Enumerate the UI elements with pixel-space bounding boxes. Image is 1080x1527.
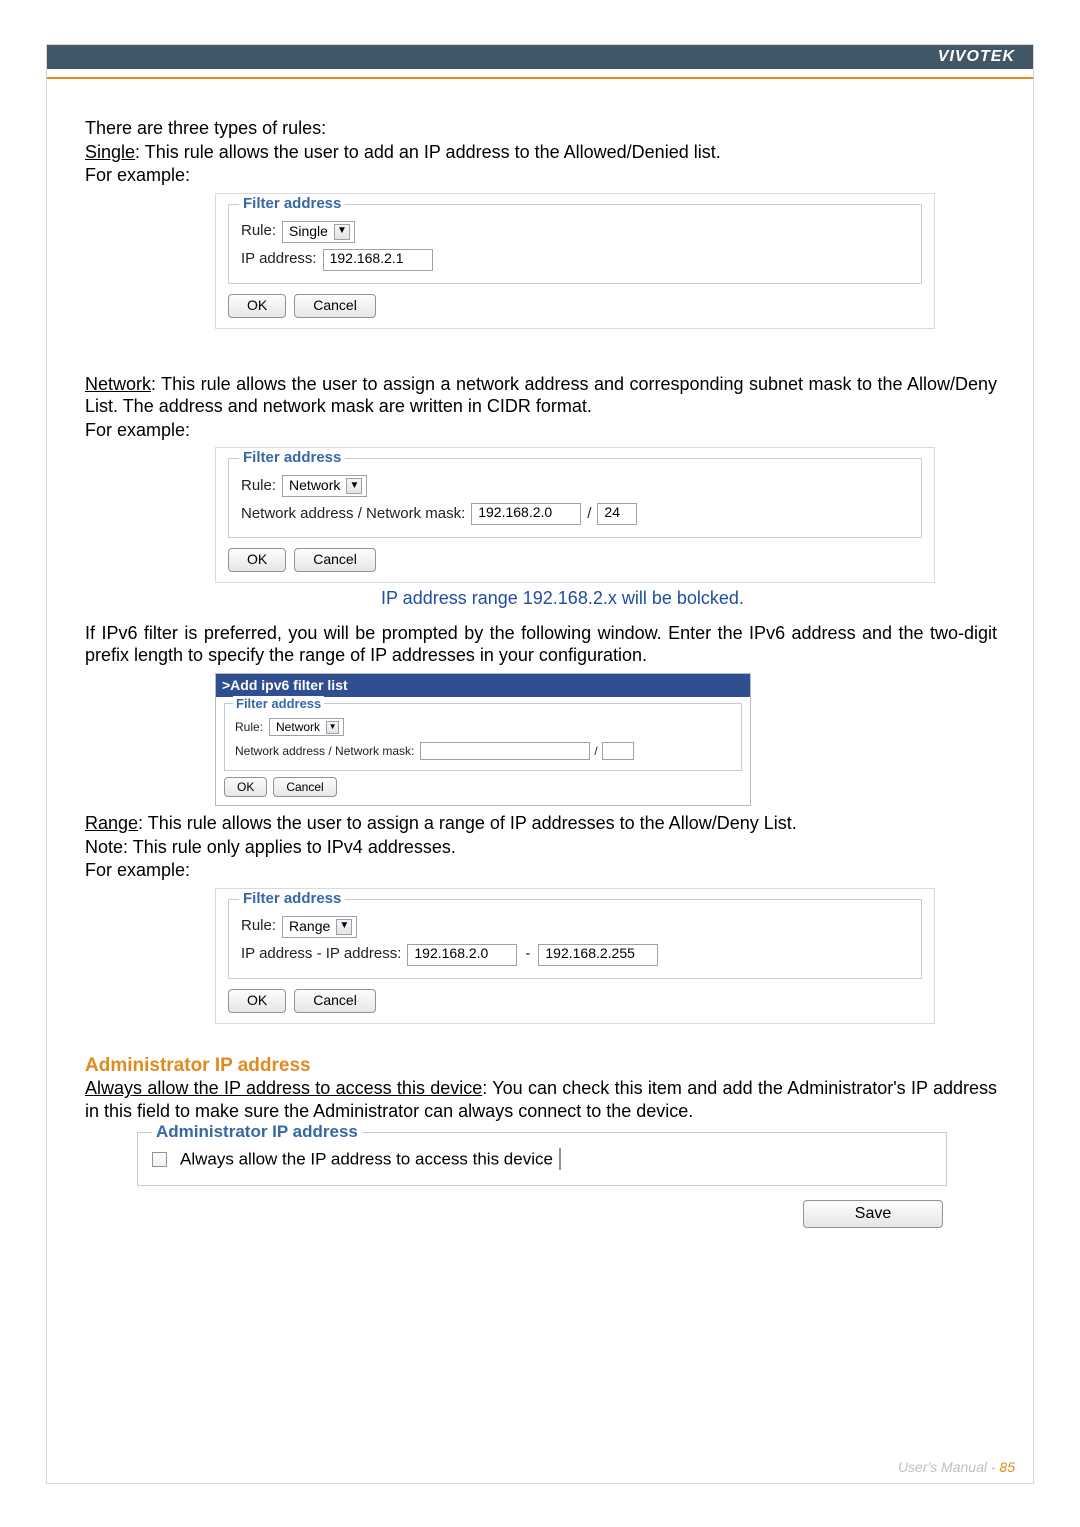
rule-row: Rule: Network ▼	[241, 475, 909, 497]
range-desc: : This rule allows the user to assign a …	[138, 813, 797, 833]
rule-label: Rule:	[241, 222, 276, 241]
intro-single: Single: This rule allows the user to add…	[85, 141, 997, 164]
admin-checkbox-label: Always allow the IP address to access th…	[180, 1150, 553, 1169]
chevron-down-icon: ▼	[334, 224, 350, 240]
ipv6-prefix-input[interactable]	[602, 742, 634, 760]
ipv6-legend: Filter address	[233, 696, 324, 712]
admin-panel: Administrator IP address Always allow th…	[137, 1132, 947, 1186]
network-row: Network address / Network mask: /	[235, 742, 731, 760]
dash-separator: -	[525, 945, 530, 964]
footer: User's Manual - 85	[898, 1459, 1015, 1475]
ok-button[interactable]: OK	[228, 548, 286, 572]
ipv6-address-input[interactable]	[420, 742, 590, 760]
chevron-down-icon: ▼	[336, 919, 352, 935]
save-button[interactable]: Save	[803, 1200, 943, 1228]
document-page: VIVOTEK There are three types of rules: …	[46, 44, 1034, 1484]
network-mask-input[interactable]: 24	[597, 503, 637, 525]
admin-ip-input[interactable]	[559, 1148, 561, 1170]
chevron-down-icon: ▼	[326, 721, 339, 734]
ipv6-body: Filter address Rule: Network ▼ Network a…	[216, 697, 750, 805]
rule-label: Rule:	[241, 917, 276, 936]
admin-desc: Always allow the IP address to access th…	[85, 1077, 997, 1122]
chevron-down-icon: ▼	[346, 478, 362, 494]
footer-text: User's Manual -	[898, 1459, 999, 1475]
ip-range-row: IP address - IP address: 192.168.2.0 - 1…	[241, 944, 909, 966]
filter-group-network: Filter address Rule: Network ▼ Network a…	[228, 458, 922, 538]
ip-to-input[interactable]: 192.168.2.255	[538, 944, 658, 966]
net-label: Network address / Network mask:	[235, 744, 414, 759]
header-bar: VIVOTEK	[47, 45, 1033, 69]
filter-legend: Filter address	[239, 890, 345, 909]
intro-line1: There are three types of rules:	[85, 117, 997, 140]
mask-separator: /	[587, 505, 591, 524]
rule-select[interactable]: Network ▼	[269, 718, 344, 736]
net-label: Network address / Network mask:	[241, 505, 465, 524]
filter-legend: Filter address	[239, 449, 345, 468]
filter-legend: Filter address	[239, 195, 345, 214]
for-example-3: For example:	[85, 859, 997, 882]
rule-label: Rule:	[241, 477, 276, 496]
ok-button[interactable]: OK	[224, 777, 267, 797]
ok-button[interactable]: OK	[228, 989, 286, 1013]
content-area: There are three types of rules: Single: …	[47, 79, 1033, 1228]
network-row: Network address / Network mask: 192.168.…	[241, 503, 909, 525]
admin-group: Administrator IP address Always allow th…	[137, 1132, 947, 1186]
filter-panel-network: Filter address Rule: Network ▼ Network a…	[215, 447, 935, 583]
cancel-button[interactable]: Cancel	[294, 989, 376, 1013]
filter-panel-range: Filter address Rule: Range ▼ IP address …	[215, 888, 935, 1024]
cancel-button[interactable]: Cancel	[294, 548, 376, 572]
ipv6-para: If IPv6 filter is preferred, you will be…	[85, 622, 997, 667]
for-example-1: For example:	[85, 164, 997, 187]
rule-value: Single	[289, 223, 328, 241]
rule-row: Rule: Network ▼	[235, 718, 731, 736]
ipv6-group: Filter address Rule: Network ▼ Network a…	[224, 703, 742, 771]
save-row: Save	[85, 1200, 943, 1228]
admin-label: Always allow the IP address to access th…	[85, 1078, 482, 1098]
ip-input[interactable]: 192.168.2.1	[323, 249, 433, 271]
filter-group-range: Filter address Rule: Range ▼ IP address …	[228, 899, 922, 979]
network-para: Network: This rule allows the user to as…	[85, 373, 997, 418]
range-para: Range: This rule allows the user to assi…	[85, 812, 997, 835]
rule-select[interactable]: Network ▼	[282, 475, 367, 497]
cancel-button[interactable]: Cancel	[273, 777, 336, 797]
admin-checkbox[interactable]	[152, 1152, 167, 1167]
button-row: OK Cancel	[228, 294, 922, 318]
rule-value: Range	[289, 918, 330, 936]
admin-legend: Administrator IP address	[152, 1121, 362, 1142]
network-note: IP address range 192.168.2.x will be bol…	[381, 587, 997, 610]
brand-label: VIVOTEK	[938, 48, 1015, 66]
button-row: OK Cancel	[228, 548, 922, 572]
ip-range-label: IP address - IP address:	[241, 945, 401, 964]
button-row: OK Cancel	[224, 777, 742, 797]
admin-heading: Administrator IP address	[85, 1054, 997, 1078]
rule-value: Network	[289, 477, 340, 495]
ipv6-dialog: >Add ipv6 filter list Filter address Rul…	[215, 673, 751, 807]
ipv6-dialog-title: >Add ipv6 filter list	[216, 674, 750, 698]
network-desc: : This rule allows the user to assign a …	[85, 374, 997, 417]
cancel-button[interactable]: Cancel	[294, 294, 376, 318]
rule-select[interactable]: Range ▼	[282, 916, 357, 938]
rule-row: Rule: Single ▼	[241, 221, 909, 243]
filter-panel-single: Filter address Rule: Single ▼ IP address…	[215, 193, 935, 329]
ip-label: IP address:	[241, 250, 317, 269]
range-note: Note: This rule only applies to IPv4 add…	[85, 836, 997, 859]
ip-from-input[interactable]: 192.168.2.0	[407, 944, 517, 966]
range-label: Range	[85, 813, 138, 833]
rule-row: Rule: Range ▼	[241, 916, 909, 938]
rule-value: Network	[276, 720, 320, 735]
rule-label: Rule:	[235, 720, 263, 735]
single-label: Single	[85, 142, 135, 162]
ip-row: IP address: 192.168.2.1	[241, 249, 909, 271]
admin-row: Always allow the IP address to access th…	[152, 1147, 932, 1171]
mask-separator: /	[594, 744, 597, 759]
rule-select[interactable]: Single ▼	[282, 221, 355, 243]
button-row: OK Cancel	[228, 989, 922, 1013]
single-desc: : This rule allows the user to add an IP…	[135, 142, 721, 162]
for-example-2: For example:	[85, 419, 997, 442]
ok-button[interactable]: OK	[228, 294, 286, 318]
network-address-input[interactable]: 192.168.2.0	[471, 503, 581, 525]
filter-group-single: Filter address Rule: Single ▼ IP address…	[228, 204, 922, 284]
network-label: Network	[85, 374, 151, 394]
page-number: 85	[999, 1459, 1015, 1475]
